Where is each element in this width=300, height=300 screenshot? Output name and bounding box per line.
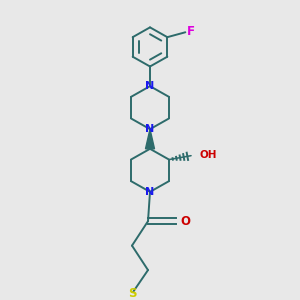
Text: OH: OH [199, 150, 217, 160]
Text: N: N [146, 81, 154, 91]
Text: N: N [146, 187, 154, 197]
Text: S: S [128, 287, 136, 300]
Text: N: N [146, 124, 154, 134]
Polygon shape [146, 129, 154, 149]
Text: F: F [187, 25, 195, 38]
Text: O: O [180, 215, 190, 228]
